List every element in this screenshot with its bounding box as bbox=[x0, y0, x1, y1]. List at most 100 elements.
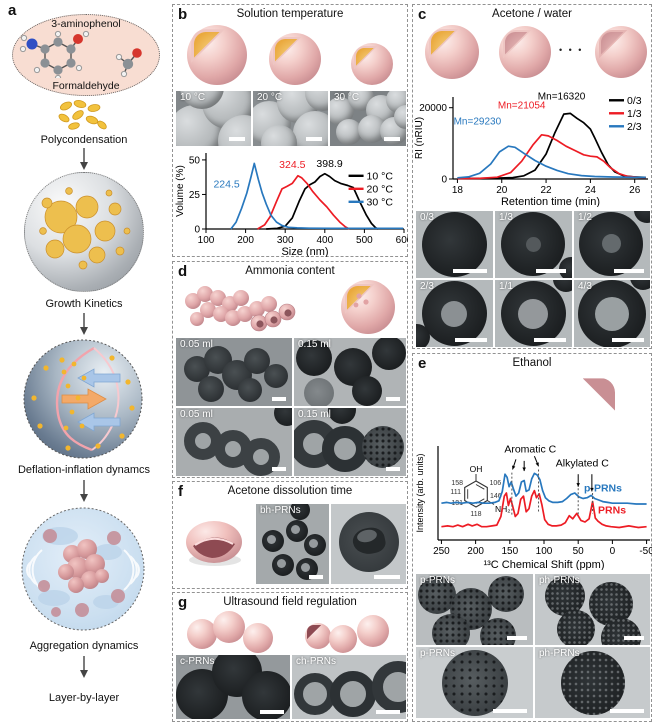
nmr-chart: OH NH₂ 158 106 111 131 118 146 250 200 150… bbox=[415, 443, 652, 570]
svg-text:Alkylated C: Alkylated C bbox=[556, 457, 610, 469]
hollow-core-sphere-icon bbox=[341, 280, 395, 334]
tem-e-label-2: ph-PRNs bbox=[539, 575, 580, 586]
panel-b-title: Solution temperature bbox=[236, 8, 344, 20]
tem-bh-prns-zoom bbox=[331, 504, 406, 584]
cut-spheres-illustration bbox=[305, 609, 405, 655]
sem-label-20c: 20 °C bbox=[257, 92, 283, 103]
panel-e: e Ethanol OH NH₂ 158 106 111 131 118 146… bbox=[412, 353, 652, 722]
panel-f: f Acetone dissolution time bh-PRNs bbox=[172, 481, 408, 589]
tem-c-1-1: 1/1 bbox=[495, 280, 572, 347]
panel-g-title: Ultrasound field regulation bbox=[223, 596, 357, 608]
tem-d-005ml-low: 0.05 ml bbox=[176, 338, 292, 406]
svg-text:0: 0 bbox=[194, 225, 200, 236]
inset-158: 158 bbox=[451, 480, 463, 487]
svg-text:22: 22 bbox=[541, 185, 553, 196]
panel-g-label: g bbox=[178, 594, 188, 611]
svg-text:0: 0 bbox=[441, 175, 447, 186]
svg-text:324.5: 324.5 bbox=[279, 159, 305, 171]
panel-f-label: f bbox=[178, 483, 183, 500]
step-layer-by-layer: Layer-by-layer bbox=[48, 692, 120, 704]
svg-text:150: 150 bbox=[501, 546, 518, 557]
down-arrow-2 bbox=[80, 313, 88, 335]
tem-d-label-3: 0.05 ml bbox=[180, 409, 213, 420]
svg-text:100: 100 bbox=[198, 235, 215, 246]
panel-b: b Solution temperature 10 °C 20 °C 30 °C bbox=[172, 4, 408, 257]
svg-text:25: 25 bbox=[189, 190, 201, 201]
deflation-inflation-illustration bbox=[23, 339, 143, 459]
inset-111: 111 bbox=[450, 489, 461, 496]
step-polycondensation: Polycondensation bbox=[40, 134, 128, 146]
tem-ch-prns: ch-PRNs bbox=[292, 655, 406, 719]
down-arrow-3 bbox=[80, 480, 88, 502]
panel-e-label: e bbox=[418, 355, 427, 372]
growth-kinetics-illustration bbox=[24, 172, 144, 292]
svg-text:224.5: 224.5 bbox=[213, 179, 239, 191]
tem-e-label-3: p-PRNs bbox=[420, 648, 456, 659]
tem-c-label-4: 2/3 bbox=[420, 281, 434, 292]
svg-text:50: 50 bbox=[189, 155, 201, 166]
dls-chart: 100 200 300 400 500 600 0 25 50 Size (nm) Volume (… bbox=[175, 153, 408, 257]
panel-d-title: Ammonia content bbox=[245, 265, 335, 277]
sem-image-30c: 30 °C bbox=[330, 91, 406, 146]
sphere-yellow-core-icon bbox=[425, 25, 479, 79]
tem-d-label-4: 0.15 ml bbox=[298, 409, 331, 420]
panel-d: d Ammonia content bbox=[172, 261, 408, 478]
panel-b-label: b bbox=[178, 6, 188, 23]
tem-c-label-2: 1/3 bbox=[499, 212, 513, 223]
tem-c-label-1: 0/3 bbox=[420, 212, 434, 223]
svg-text:-50: -50 bbox=[639, 546, 652, 557]
svg-text:¹³C Chemical Shift (ppm): ¹³C Chemical Shift (ppm) bbox=[483, 559, 604, 570]
down-arrow-1 bbox=[80, 148, 88, 170]
sem-label-30c: 30 °C bbox=[334, 92, 360, 103]
bowl-illustration bbox=[186, 521, 242, 566]
porous-sphere-cut-icon bbox=[563, 376, 621, 434]
panel-e-title: Ethanol bbox=[512, 357, 552, 369]
svg-text:24: 24 bbox=[585, 185, 597, 196]
panel-g: g Ultrasound field regulation c-PRNs ch-… bbox=[172, 592, 408, 722]
tem-p-prns-high: p-PRNs bbox=[416, 647, 533, 718]
svg-text:PRNs: PRNs bbox=[598, 504, 626, 516]
reactants-ellipse: 3-aminophenol bbox=[12, 14, 160, 96]
svg-text:Mn=29230: Mn=29230 bbox=[454, 116, 502, 127]
svg-text:300: 300 bbox=[277, 235, 294, 246]
svg-text:20000: 20000 bbox=[419, 103, 447, 114]
molecules-illustration bbox=[19, 30, 142, 78]
svg-text:20: 20 bbox=[496, 185, 508, 196]
tem-c-prns-label: c-PRNs bbox=[180, 656, 215, 667]
inset-131: 131 bbox=[451, 500, 463, 507]
svg-text:Retention time (min): Retention time (min) bbox=[501, 196, 600, 207]
svg-text:0: 0 bbox=[610, 546, 616, 557]
chain-spheres-illustration bbox=[185, 286, 296, 332]
sphere-pink-core-icon bbox=[499, 26, 551, 78]
panel-c: c Acetone / water • • • 18 20 22 24 26 0 20000… bbox=[412, 4, 652, 349]
tem-c-prns: c-PRNs bbox=[176, 655, 290, 719]
panel-d-label: d bbox=[178, 263, 188, 280]
svg-text:100: 100 bbox=[536, 546, 553, 557]
svg-text:Mn=21054: Mn=21054 bbox=[498, 100, 546, 111]
sphere-large-icon bbox=[187, 25, 247, 85]
tem-c-1-2: 1/2 bbox=[574, 211, 650, 278]
svg-text:200: 200 bbox=[237, 235, 254, 246]
inset-106: 106 bbox=[490, 480, 502, 487]
svg-text:400: 400 bbox=[316, 235, 333, 246]
tem-bh-prns: bh-PRNs bbox=[256, 504, 329, 584]
reactant2-label: Formaldehyde bbox=[52, 80, 120, 92]
svg-text:Size (nm): Size (nm) bbox=[281, 246, 328, 257]
tem-c-0-3: 0/3 bbox=[416, 211, 493, 278]
svg-text:2/3: 2/3 bbox=[627, 121, 642, 133]
panel-f-title: Acetone dissolution time bbox=[227, 485, 353, 497]
svg-text:Mn=16320: Mn=16320 bbox=[538, 91, 586, 102]
sem-image-10c: 10 °C bbox=[176, 91, 251, 146]
panel-a-label: a bbox=[8, 2, 17, 19]
svg-text:1/3: 1/3 bbox=[627, 108, 642, 120]
porous-sphere-icon bbox=[443, 376, 501, 434]
svg-text:Volume (%): Volume (%) bbox=[175, 165, 186, 217]
inset-146: 146 bbox=[490, 493, 502, 500]
step-growth-kinetics: Growth Kinetics bbox=[45, 298, 123, 310]
tem-d-label-2: 0.15 ml bbox=[298, 339, 331, 350]
tem-c-4-3: 4/3 bbox=[574, 280, 650, 347]
gpc-chart: 18 20 22 24 26 0 20000 Retention time (min) RI (… bbox=[414, 91, 648, 207]
svg-text:26: 26 bbox=[629, 185, 641, 196]
svg-text:30 °C: 30 °C bbox=[367, 196, 394, 208]
